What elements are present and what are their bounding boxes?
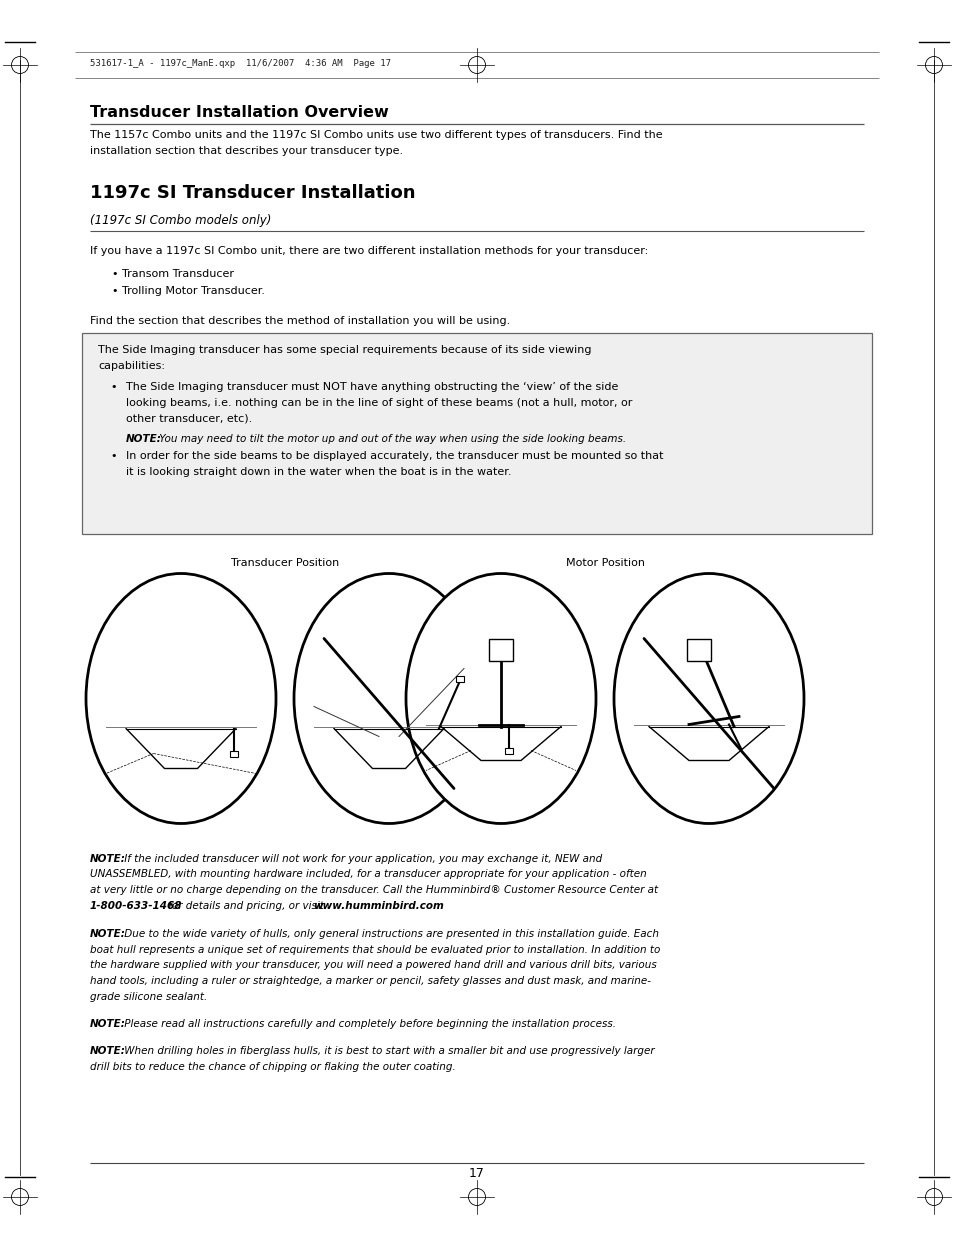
Text: .: . xyxy=(408,900,412,911)
Text: Motor Position: Motor Position xyxy=(565,557,644,568)
Text: 1-800-633-1468: 1-800-633-1468 xyxy=(90,900,182,911)
Text: boat hull represents a unique set of requirements that should be evaluated prior: boat hull represents a unique set of req… xyxy=(90,945,659,955)
Text: •: • xyxy=(110,451,116,461)
Text: NOTE:: NOTE: xyxy=(90,1019,126,1029)
Ellipse shape xyxy=(86,573,275,824)
Text: drill bits to reduce the chance of chipping or flaking the outer coating.: drill bits to reduce the chance of chipp… xyxy=(90,1062,456,1072)
Text: hand tools, including a ruler or straightedge, a marker or pencil, safety glasse: hand tools, including a ruler or straigh… xyxy=(90,977,650,987)
Text: The 1157c Combo units and the 1197c SI Combo units use two different types of tr: The 1157c Combo units and the 1197c SI C… xyxy=(90,130,662,140)
Text: When drilling holes in fiberglass hulls, it is best to start with a smaller bit : When drilling holes in fiberglass hulls,… xyxy=(121,1046,654,1056)
Text: In order for the side beams to be displayed accurately, the transducer must be m: In order for the side beams to be displa… xyxy=(126,451,662,461)
Text: at very little or no charge depending on the transducer. Call the Humminbird® Cu: at very little or no charge depending on… xyxy=(90,885,658,895)
Text: NOTE:: NOTE: xyxy=(126,433,162,443)
Text: UNASSEMBLED, with mounting hardware included, for a transducer appropriate for y: UNASSEMBLED, with mounting hardware incl… xyxy=(90,869,646,879)
Text: it is looking straight down in the water when the boat is in the water.: it is looking straight down in the water… xyxy=(126,467,511,477)
Text: looking beams, i.e. nothing can be in the line of sight of these beams (not a hu: looking beams, i.e. nothing can be in th… xyxy=(126,398,632,408)
Text: NOTE:: NOTE: xyxy=(90,1046,126,1056)
Text: Transducer Installation Overview: Transducer Installation Overview xyxy=(90,105,388,120)
Text: capabilities:: capabilities: xyxy=(98,361,165,370)
Bar xyxy=(230,751,237,757)
Text: The Side Imaging transducer has some special requirements because of its side vi: The Side Imaging transducer has some spe… xyxy=(98,345,591,354)
Text: Please read all instructions carefully and completely before beginning the insta: Please read all instructions carefully a… xyxy=(121,1019,616,1029)
Bar xyxy=(686,638,710,661)
Bar xyxy=(504,747,513,753)
Text: 1197c SI Transducer Installation: 1197c SI Transducer Installation xyxy=(90,184,416,203)
Text: Transducer Position: Transducer Position xyxy=(231,557,338,568)
Text: NOTE:: NOTE: xyxy=(90,929,126,939)
Text: The Side Imaging transducer must NOT have anything obstructing the ‘view’ of the: The Side Imaging transducer must NOT hav… xyxy=(126,382,618,391)
Text: •: • xyxy=(110,382,116,391)
Text: the hardware supplied with your transducer, you will need a powered hand drill a: the hardware supplied with your transduc… xyxy=(90,961,656,971)
Text: (1197c SI Combo models only): (1197c SI Combo models only) xyxy=(90,214,271,227)
Ellipse shape xyxy=(294,573,483,824)
Bar xyxy=(489,638,513,661)
Ellipse shape xyxy=(614,573,803,824)
Text: for details and pricing, or visit: for details and pricing, or visit xyxy=(165,900,327,911)
Text: 17: 17 xyxy=(469,1167,484,1179)
Text: other transducer, etc).: other transducer, etc). xyxy=(126,412,252,424)
FancyBboxPatch shape xyxy=(82,333,871,534)
Text: If you have a 1197c SI Combo unit, there are two different installation methods : If you have a 1197c SI Combo unit, there… xyxy=(90,246,648,256)
Text: www.humminbird.com: www.humminbird.com xyxy=(313,900,443,911)
Text: grade silicone sealant.: grade silicone sealant. xyxy=(90,992,207,1002)
Text: Due to the wide variety of hulls, only general instructions are presented in thi: Due to the wide variety of hulls, only g… xyxy=(121,929,659,939)
Text: installation section that describes your transducer type.: installation section that describes your… xyxy=(90,147,403,157)
Text: • Trolling Motor Transducer.: • Trolling Motor Transducer. xyxy=(112,287,265,296)
Text: • Transom Transducer: • Transom Transducer xyxy=(112,268,233,279)
Text: Find the section that describes the method of installation you will be using.: Find the section that describes the meth… xyxy=(90,316,510,326)
Text: 531617-1_A - 1197c_ManE.qxp  11/6/2007  4:36 AM  Page 17: 531617-1_A - 1197c_ManE.qxp 11/6/2007 4:… xyxy=(90,58,391,68)
Bar xyxy=(456,676,463,682)
Text: NOTE:: NOTE: xyxy=(90,853,126,863)
Text: If the included transducer will not work for your application, you may exchange : If the included transducer will not work… xyxy=(121,853,601,863)
Ellipse shape xyxy=(406,573,596,824)
Text: You may need to tilt the motor up and out of the way when using the side looking: You may need to tilt the motor up and ou… xyxy=(155,433,625,443)
